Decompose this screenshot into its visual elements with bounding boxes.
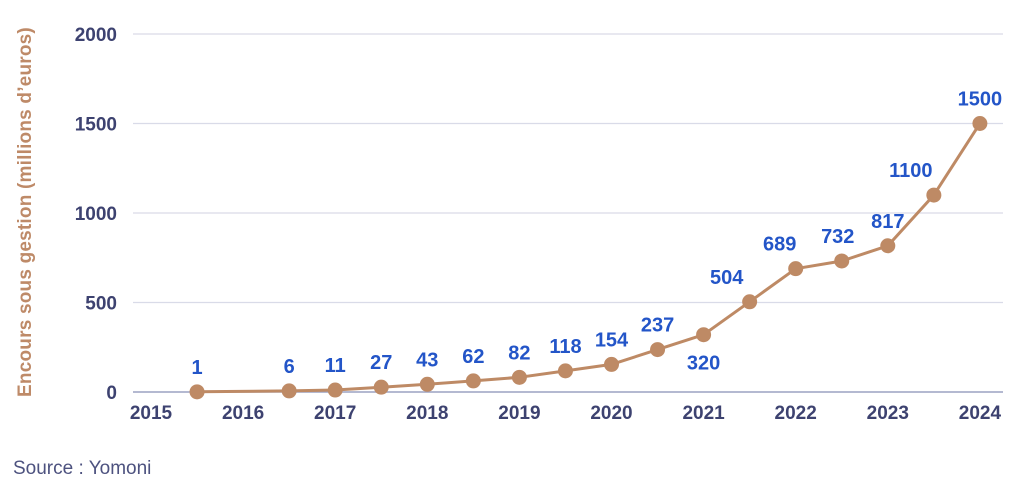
data-point-marker (557, 363, 573, 379)
data-point-marker (419, 376, 435, 392)
data-point-marker (511, 369, 527, 385)
data-point-label: 6 (284, 356, 295, 378)
x-tick-label: 2023 (867, 403, 909, 424)
data-point-marker (880, 238, 896, 254)
data-point-label: 504 (710, 267, 744, 289)
data-point-label: 11 (325, 355, 346, 377)
data-point-label: 118 (549, 336, 581, 358)
data-point-label: 1 (191, 357, 202, 379)
data-point-label: 732 (821, 226, 854, 248)
data-point-label: 154 (595, 329, 629, 351)
data-point-marker (650, 342, 666, 358)
data-point-marker (327, 382, 343, 398)
data-point-label: 689 (763, 234, 796, 256)
y-tick-label: 0 (106, 383, 117, 404)
y-tick-label: 1500 (75, 115, 117, 136)
data-point-label: 82 (508, 342, 530, 364)
source-caption: Source : Yomoni (13, 458, 152, 479)
y-tick-label: 500 (85, 294, 117, 315)
data-point-marker (189, 384, 205, 400)
x-tick-label: 2018 (406, 403, 448, 424)
x-tick-label: 2021 (682, 403, 725, 424)
data-point-marker (972, 116, 988, 131)
data-point-marker (373, 379, 389, 395)
data-point-marker (834, 253, 850, 269)
x-tick-label: 2019 (498, 403, 540, 424)
x-tick-label: 2022 (775, 403, 817, 424)
x-tick-label: 2016 (222, 403, 264, 424)
data-point-marker (465, 373, 481, 389)
data-point-label: 62 (462, 346, 484, 368)
series-line (195, 122, 982, 394)
data-point-label: 237 (641, 315, 674, 337)
data-point-label: 817 (871, 211, 904, 233)
x-tick-label: 2024 (959, 403, 1002, 424)
data-point-marker (926, 187, 942, 203)
x-tick-label: 2017 (314, 403, 356, 424)
data-point-marker (604, 356, 619, 372)
data-point-marker (742, 294, 758, 310)
data-point-label: 43 (416, 349, 438, 371)
x-tick-label: 2015 (130, 403, 173, 424)
data-point-label: 1500 (958, 89, 1003, 111)
data-point-label: 27 (370, 352, 392, 374)
x-tick-label: 2020 (590, 403, 632, 424)
data-point-marker (788, 261, 804, 277)
data-point-marker (696, 327, 712, 343)
data-point-label: 1100 (889, 160, 932, 182)
data-point-marker (281, 383, 297, 399)
y-tick-label: 1000 (75, 204, 117, 225)
y-tick-label: 2000 (75, 25, 117, 46)
data-point-label: 320 (687, 353, 720, 375)
